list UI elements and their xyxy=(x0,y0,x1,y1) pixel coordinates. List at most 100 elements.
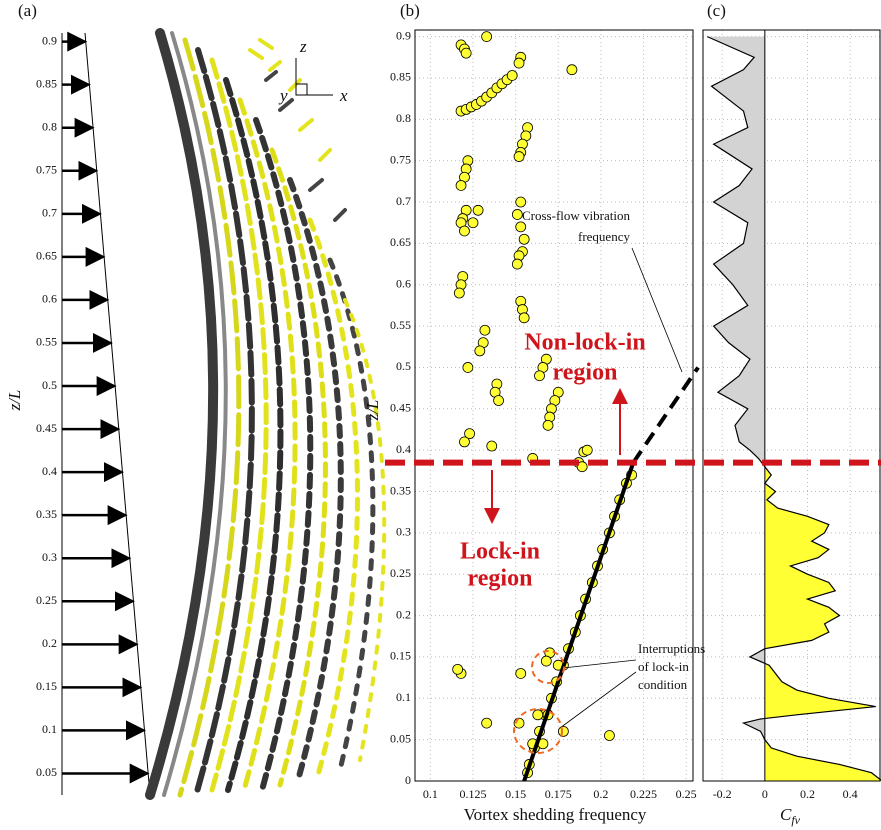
point xyxy=(475,346,485,356)
x-tick-label: 0.4 xyxy=(843,787,858,801)
panel-c: (c) Cfv -0.2 0 0.2 0.4 xyxy=(703,1,881,827)
point xyxy=(541,656,551,666)
annotation: frequency xyxy=(578,229,630,244)
point xyxy=(516,222,526,232)
point xyxy=(482,718,492,728)
y-tick-label: 0.45 xyxy=(36,421,57,435)
point xyxy=(453,664,463,674)
annotation: Non-lock-in xyxy=(524,330,645,356)
y-tick-label: 0.05 xyxy=(36,765,57,779)
point xyxy=(461,48,471,58)
y-tick-label: 0.25 xyxy=(390,566,411,580)
y-tick-label: 0.7 xyxy=(396,194,411,208)
points xyxy=(453,32,637,778)
y-tick-label: 0.8 xyxy=(396,111,411,125)
y-tick-label: 0.35 xyxy=(390,483,411,497)
point xyxy=(567,65,577,75)
leader-line xyxy=(563,660,636,668)
x-tick-label: 0.125 xyxy=(459,787,486,801)
point xyxy=(604,731,614,741)
point xyxy=(519,234,529,244)
x-axis-label: Vortex shedding frequency xyxy=(464,805,647,824)
triad-label: z xyxy=(299,37,307,56)
point xyxy=(473,205,483,215)
triad-label: y xyxy=(278,86,288,105)
y-tick-label: 0.25 xyxy=(36,593,57,607)
y-tick-label: 0.2 xyxy=(396,607,411,621)
y-tick-label: 0.3 xyxy=(396,525,411,539)
y-tick-label: 0.2 xyxy=(42,636,57,650)
y-tick-label: 0.8 xyxy=(42,119,57,133)
y-tick-label: 0.1 xyxy=(396,690,411,704)
y-tick-label: 0.85 xyxy=(36,76,57,90)
y-tick-label: 0.65 xyxy=(36,249,57,263)
triad-label: x xyxy=(339,86,348,105)
y-tick-label: 0.55 xyxy=(36,335,57,349)
y-tick-label: 0.75 xyxy=(36,163,57,177)
point xyxy=(516,668,526,678)
x-axis-label: Cfv xyxy=(780,805,801,827)
point xyxy=(514,718,524,728)
y-tick-label: 0.4 xyxy=(42,464,57,478)
annotation: of lock-in xyxy=(638,659,689,674)
annotation: condition xyxy=(638,677,688,692)
x-axis-label-sub: fv xyxy=(791,813,800,827)
annotation: region xyxy=(553,360,618,386)
y-tick-label: 0.85 xyxy=(390,70,411,84)
y-tick-label: 0.3 xyxy=(42,550,57,564)
annotation: region xyxy=(468,566,533,592)
y-tick-label: 0.4 xyxy=(396,442,411,456)
point xyxy=(514,58,524,68)
y-tick-label: 0.45 xyxy=(390,401,411,415)
point xyxy=(558,726,568,736)
y-tick-label: 0.55 xyxy=(390,318,411,332)
negative-area xyxy=(707,37,881,781)
point xyxy=(487,441,497,451)
y-tick-label: 0.15 xyxy=(390,649,411,663)
annotation: Lock-in xyxy=(460,539,540,565)
point xyxy=(533,710,543,720)
y-tick-label: 0.5 xyxy=(396,359,411,373)
y-tick-label: 0.75 xyxy=(390,152,411,166)
y-tick-label: 0.1 xyxy=(42,722,57,736)
y-tick-label: 0.9 xyxy=(42,33,57,47)
point xyxy=(482,32,492,42)
vortex-structures xyxy=(150,33,384,795)
vibration-frequency-line xyxy=(633,367,698,462)
y-tick-label: 0 xyxy=(405,773,411,787)
panel-label: (a) xyxy=(18,1,37,20)
x-tick-label: 0.225 xyxy=(630,787,657,801)
y-tick-label: 0.6 xyxy=(42,292,57,306)
y-tick-label: 0.35 xyxy=(36,507,57,521)
point xyxy=(459,437,469,447)
y-tick-label: 0.5 xyxy=(42,378,57,392)
point xyxy=(512,209,522,219)
point xyxy=(454,288,464,298)
point xyxy=(463,362,473,372)
y-axis-label: z/L xyxy=(363,400,382,422)
y-tick-label: 0.6 xyxy=(396,276,411,290)
y-tick-label: 0.65 xyxy=(390,235,411,249)
point xyxy=(456,180,466,190)
point xyxy=(507,70,517,80)
panel-a: (a) z/L z y x 0.050. xyxy=(5,1,384,795)
x-tick-label: 0 xyxy=(762,787,768,801)
x-tick-label: 0.15 xyxy=(505,787,526,801)
point xyxy=(516,197,526,207)
x-tick-label: 0.25 xyxy=(676,787,697,801)
panel-label: (c) xyxy=(707,1,726,20)
point xyxy=(494,396,504,406)
x-tick-label: -0.2 xyxy=(713,787,732,801)
y-tick-label: 0.7 xyxy=(42,206,57,220)
point xyxy=(543,420,553,430)
annotation: Interruptions xyxy=(638,641,705,656)
annotation: Cross-flow vibration xyxy=(522,208,630,223)
point xyxy=(459,226,469,236)
axis-triad: z y x xyxy=(278,37,348,105)
y-tick-label: 0.05 xyxy=(390,731,411,745)
point xyxy=(468,218,478,228)
x-tick-label: 0.2 xyxy=(800,787,815,801)
point xyxy=(514,152,524,162)
y-tick-label: 0.9 xyxy=(396,28,411,42)
